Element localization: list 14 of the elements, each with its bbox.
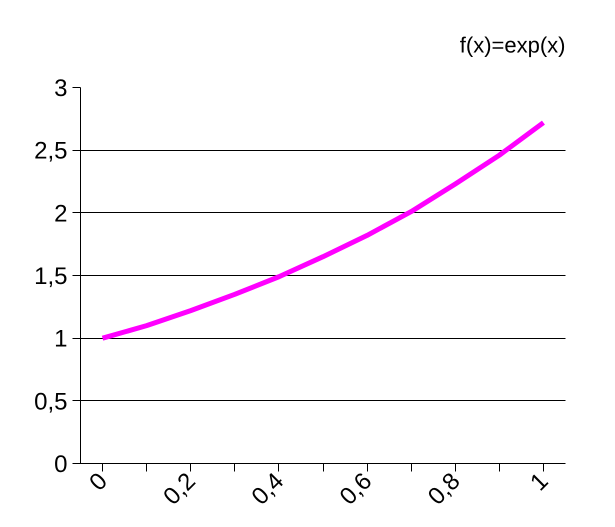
y-tick-label: 1 xyxy=(54,326,68,353)
x-tick-label: 0,4 xyxy=(246,468,290,510)
y-tick-label: 0 xyxy=(54,451,68,478)
x-tick-label: 0,6 xyxy=(334,468,378,510)
y-tick-label: 1,5 xyxy=(34,263,68,290)
x-tick-label: 0 xyxy=(84,468,113,496)
y-tick-label: 2 xyxy=(54,200,68,228)
y-tick-label: 0,5 xyxy=(34,388,68,416)
x-tick-label: 1 xyxy=(525,468,554,496)
chart-title: f(x)=exp(x) xyxy=(460,32,566,58)
y-tick-label: 2,5 xyxy=(34,138,68,165)
x-tick-label: 0,2 xyxy=(158,468,201,510)
y-tick-label: 3 xyxy=(54,75,68,102)
x-tick-label: 0,8 xyxy=(422,468,466,510)
